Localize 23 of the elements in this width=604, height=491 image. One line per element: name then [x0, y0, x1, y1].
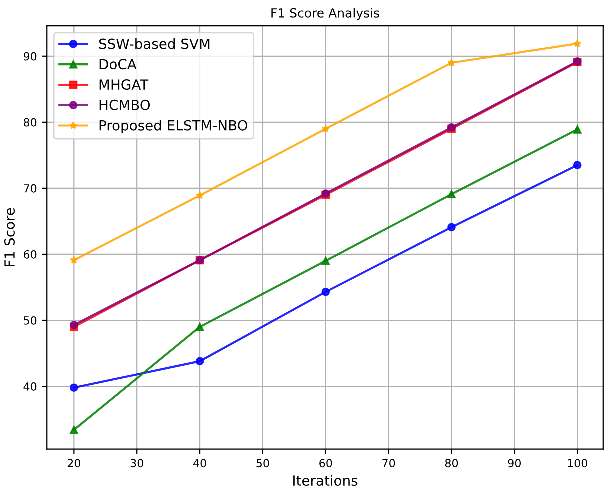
legend-label: SSW-based SVM: [99, 38, 210, 50]
x-tick-label: 100: [568, 459, 588, 468]
x-tick-label: 50: [256, 459, 270, 468]
y-tick-label: 60: [24, 250, 37, 259]
legend-label: Proposed ELSTM-NBO: [100, 120, 248, 134]
y-axis-title: F1 Score: [4, 208, 16, 266]
x-axis-title: Iterations: [294, 475, 358, 486]
legend-label: MHGAT: [100, 80, 149, 90]
x-tick-label: 70: [382, 459, 396, 468]
y-tick-label: 90: [24, 52, 37, 61]
x-tick-label: 60: [320, 459, 332, 468]
x-tick-label: 20: [68, 459, 80, 468]
legend-label: HCMBO: [100, 100, 150, 110]
chart-title: F1 Score Analysis: [272, 8, 380, 20]
x-tick-label: 90: [508, 459, 521, 468]
y-tick-label: 50: [24, 316, 37, 325]
x-tick-label: 30: [130, 459, 144, 468]
y-tick-label: 70: [24, 184, 37, 193]
legend-label: DoCA: [100, 59, 137, 70]
x-tick-label: 40: [194, 459, 206, 468]
x-tick-label: 80: [445, 459, 458, 468]
y-tick-label: 80: [24, 118, 37, 127]
y-tick-label: 40: [24, 382, 37, 391]
